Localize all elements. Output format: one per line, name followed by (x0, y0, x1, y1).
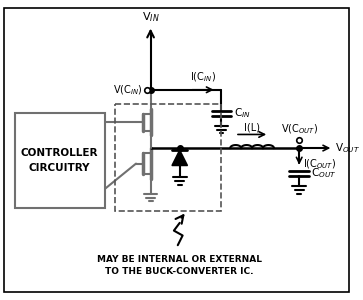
Text: C$_{IN}$: C$_{IN}$ (234, 106, 251, 120)
Text: MAY BE INTERNAL OR EXTERNAL
TO THE BUCK-CONVERTER IC.: MAY BE INTERNAL OR EXTERNAL TO THE BUCK-… (97, 255, 262, 276)
Text: C$_{OUT}$: C$_{OUT}$ (311, 167, 336, 180)
Text: V(C$_{IN}$): V(C$_{IN}$) (113, 83, 143, 97)
Bar (15, 113, 105, 208)
Text: V(C$_{OUT}$): V(C$_{OUT}$) (281, 123, 318, 136)
Text: I(C$_{OUT}$): I(C$_{OUT}$) (303, 158, 337, 171)
Text: I(L): I(L) (244, 122, 260, 133)
Text: CONTROLLER
CIRCUITRY: CONTROLLER CIRCUITRY (21, 148, 98, 173)
Bar (115, 104, 221, 211)
Text: I(C$_{IN}$): I(C$_{IN}$) (190, 70, 216, 84)
Text: V$_{IN}$: V$_{IN}$ (142, 10, 159, 24)
Text: V$_{OUT}$: V$_{OUT}$ (335, 141, 360, 155)
Polygon shape (172, 150, 187, 166)
